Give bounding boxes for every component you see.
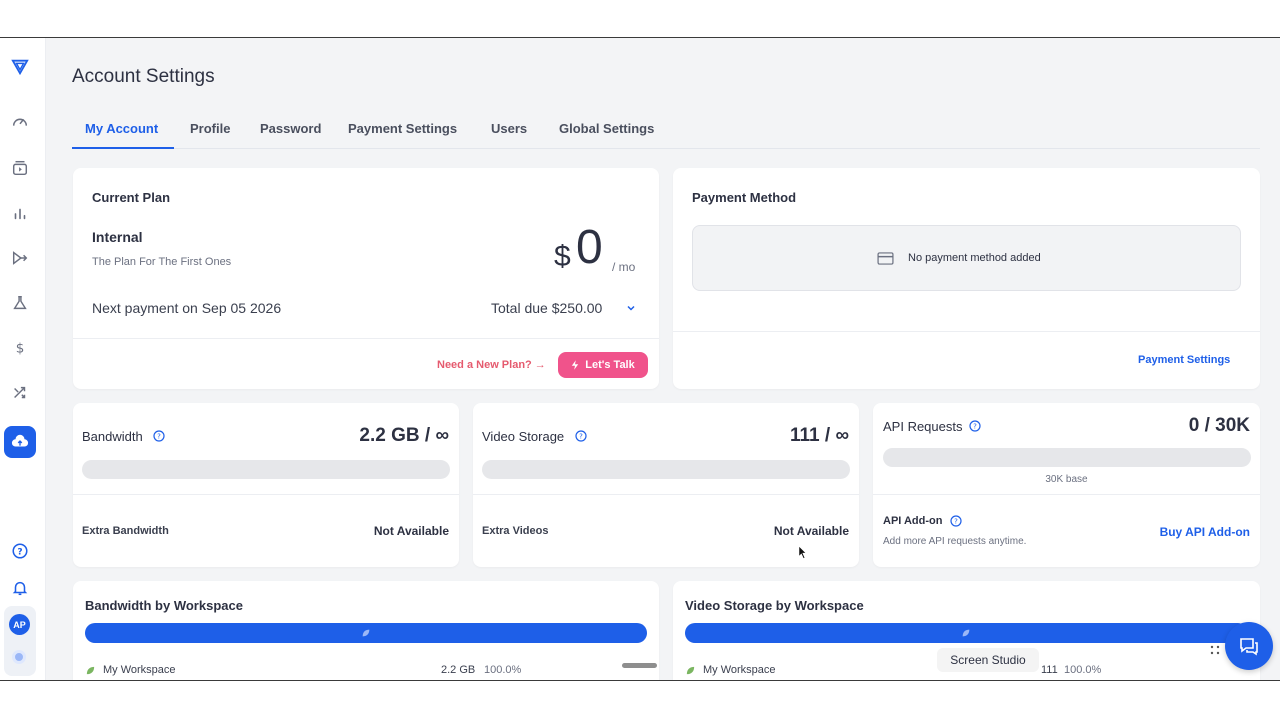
svg-text:?: ? — [157, 433, 161, 441]
lightning-icon — [572, 360, 579, 370]
info-icon[interactable]: ? — [969, 420, 981, 432]
svg-text:?: ? — [954, 518, 958, 526]
video-storage-title: Video Storage — [482, 429, 565, 444]
workspace-icon — [86, 666, 95, 675]
api-addon-description: Add more API requests anytime. — [883, 536, 1027, 547]
video-storage-usage: 111 / ∞ — [790, 425, 849, 446]
buy-api-addon-link[interactable]: Buy API Add-on — [1159, 525, 1250, 539]
video-storage-progress-bar — [482, 460, 850, 479]
total-due[interactable]: Total due $250.00 — [491, 300, 603, 316]
plan-name: Internal — [92, 229, 143, 245]
divider — [473, 494, 859, 495]
workspace-amount: 2.2 GB — [441, 664, 476, 676]
divider — [673, 331, 1260, 332]
shuffle-icon[interactable] — [7, 380, 33, 406]
extra-bandwidth-label: Extra Bandwidth — [82, 525, 169, 537]
sidebar: $ ? AP — [0, 38, 46, 680]
api-requests-progress-bar — [883, 448, 1251, 467]
video-storage-card: Video Storage ? 111 / ∞ Extra Videos Not… — [473, 403, 859, 567]
divider — [73, 338, 659, 339]
card-title: Current Plan — [92, 190, 171, 205]
tab-users[interactable]: Users — [491, 121, 528, 136]
tab-profile[interactable]: Profile — [190, 121, 231, 136]
bandwidth-usage: 2.2 GB / ∞ — [359, 425, 449, 446]
svg-text:$: $ — [16, 341, 25, 357]
plan-description: The Plan For The First Ones — [92, 256, 232, 268]
video-library-icon[interactable] — [7, 155, 33, 181]
page-title: Account Settings — [72, 66, 215, 87]
api-base-label: 30K base — [1045, 474, 1088, 485]
scrollbar[interactable] — [622, 663, 657, 668]
api-requests-card: API Requests ? 0 / 30K 30K base API Add-… — [873, 403, 1260, 567]
api-requests-title: API Requests — [883, 419, 963, 434]
help-icon[interactable]: ? — [7, 538, 33, 564]
current-plan-card: Current Plan Internal The Plan For The F… — [73, 168, 659, 389]
extra-bandwidth-value: Not Available — [373, 524, 449, 538]
svg-text:?: ? — [579, 433, 583, 441]
info-icon[interactable]: ? — [950, 515, 962, 527]
next-payment: Next payment on Sep 05 2026 — [92, 300, 282, 316]
chat-support-button[interactable] — [1225, 622, 1273, 670]
chat-icon — [1240, 638, 1258, 656]
avatar[interactable]: AP — [9, 614, 30, 635]
lets-talk-label: Let's Talk — [585, 359, 635, 371]
lab-icon[interactable] — [7, 290, 33, 316]
bell-icon[interactable] — [7, 575, 33, 601]
dollar-icon[interactable]: $ — [7, 335, 33, 361]
workspace-name: My Workspace — [703, 664, 776, 676]
screen-studio-tooltip: Screen Studio — [937, 648, 1039, 672]
bandwidth-by-workspace-card: Bandwidth by Workspace My Workspace 2.2 … — [73, 581, 659, 680]
card-title: Video Storage by Workspace — [685, 598, 864, 613]
mouse-cursor-icon — [798, 545, 808, 560]
workspace-percent: 100.0% — [1064, 664, 1102, 676]
price-currency: $ — [554, 240, 571, 273]
lets-talk-button[interactable]: Let's Talk — [558, 352, 648, 378]
empty-payment-text: No payment method added — [908, 252, 1041, 264]
price-amount: 0 — [576, 221, 603, 274]
bandwidth-card: Bandwidth ? 2.2 GB / ∞ Extra Bandwidth N… — [73, 403, 459, 567]
workspace-percent: 100.0% — [484, 664, 522, 676]
chevron-down-icon[interactable] — [625, 301, 637, 313]
divider — [73, 494, 459, 495]
payment-settings-link[interactable]: Payment Settings — [1138, 354, 1231, 366]
funnel-icon[interactable] — [7, 245, 33, 271]
payment-method-empty: No payment method added — [692, 225, 1241, 291]
info-icon[interactable]: ? — [153, 430, 165, 442]
active-tab-indicator — [72, 147, 174, 149]
workspace-amount: 111 — [1041, 664, 1058, 676]
api-requests-usage: 0 / 30K — [1188, 415, 1250, 436]
tab-bar: My Account Profile Password Payment Sett… — [72, 112, 1260, 149]
bandwidth-progress-bar — [82, 460, 450, 479]
extra-videos-value: Not Available — [773, 524, 849, 538]
card-title: Bandwidth by Workspace — [85, 598, 243, 613]
workspace-dot-icon[interactable] — [12, 650, 26, 664]
credit-card-icon — [877, 252, 894, 265]
drag-handle-icon[interactable] — [1210, 645, 1220, 655]
logo-icon[interactable] — [7, 54, 33, 80]
tab-password[interactable]: Password — [260, 121, 322, 136]
svg-text:?: ? — [17, 548, 22, 558]
need-plan-link[interactable]: Need a New Plan? → — [437, 359, 546, 371]
app-window: $ ? AP Account Settings My Account Profi… — [0, 37, 1280, 681]
divider — [873, 494, 1260, 495]
tab-payment-settings[interactable]: Payment Settings — [348, 121, 458, 136]
dashboard-icon[interactable] — [7, 109, 33, 135]
card-title: Payment Method — [692, 190, 797, 205]
bandwidth-title: Bandwidth — [82, 429, 143, 444]
svg-text:?: ? — [973, 423, 977, 431]
leaf-icon — [962, 629, 970, 637]
tab-my-account[interactable]: My Account — [85, 121, 159, 136]
analytics-icon[interactable] — [7, 200, 33, 226]
workspace-name: My Workspace — [103, 664, 176, 676]
payment-method-card: Payment Method No payment method added P… — [673, 168, 1260, 389]
api-addon-title: API Add-on — [883, 515, 943, 527]
extra-videos-label: Extra Videos — [482, 525, 549, 537]
leaf-icon — [362, 629, 370, 637]
tab-global-settings[interactable]: Global Settings — [559, 121, 655, 136]
info-icon[interactable]: ? — [575, 430, 587, 442]
workspace-icon — [686, 666, 695, 675]
price-period: / mo — [612, 260, 636, 274]
cloud-upload-icon[interactable] — [4, 426, 36, 458]
